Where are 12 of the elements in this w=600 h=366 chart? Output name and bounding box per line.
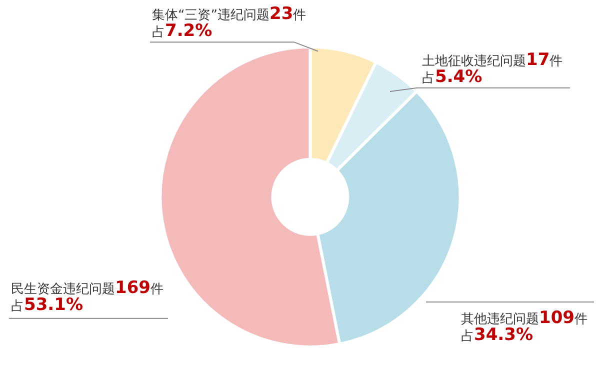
- slice-label: 民生资金违纪问题: [11, 282, 115, 297]
- slice-label: 其他违纪问题: [461, 312, 539, 327]
- text: 占53.1%: [11, 294, 83, 315]
- data-label: 109件: [539, 308, 588, 328]
- data-label: 169件: [115, 278, 164, 298]
- text: 占5.4%: [422, 66, 482, 87]
- data-label: 17件: [526, 50, 563, 70]
- text: 占34.3%: [461, 324, 533, 345]
- data-label: 23件: [269, 4, 306, 24]
- slice-label: 集体“三资”违纪问题: [152, 8, 270, 23]
- text: 占7.2%: [152, 20, 212, 41]
- slice-label: 土地征收违纪问题: [422, 54, 526, 69]
